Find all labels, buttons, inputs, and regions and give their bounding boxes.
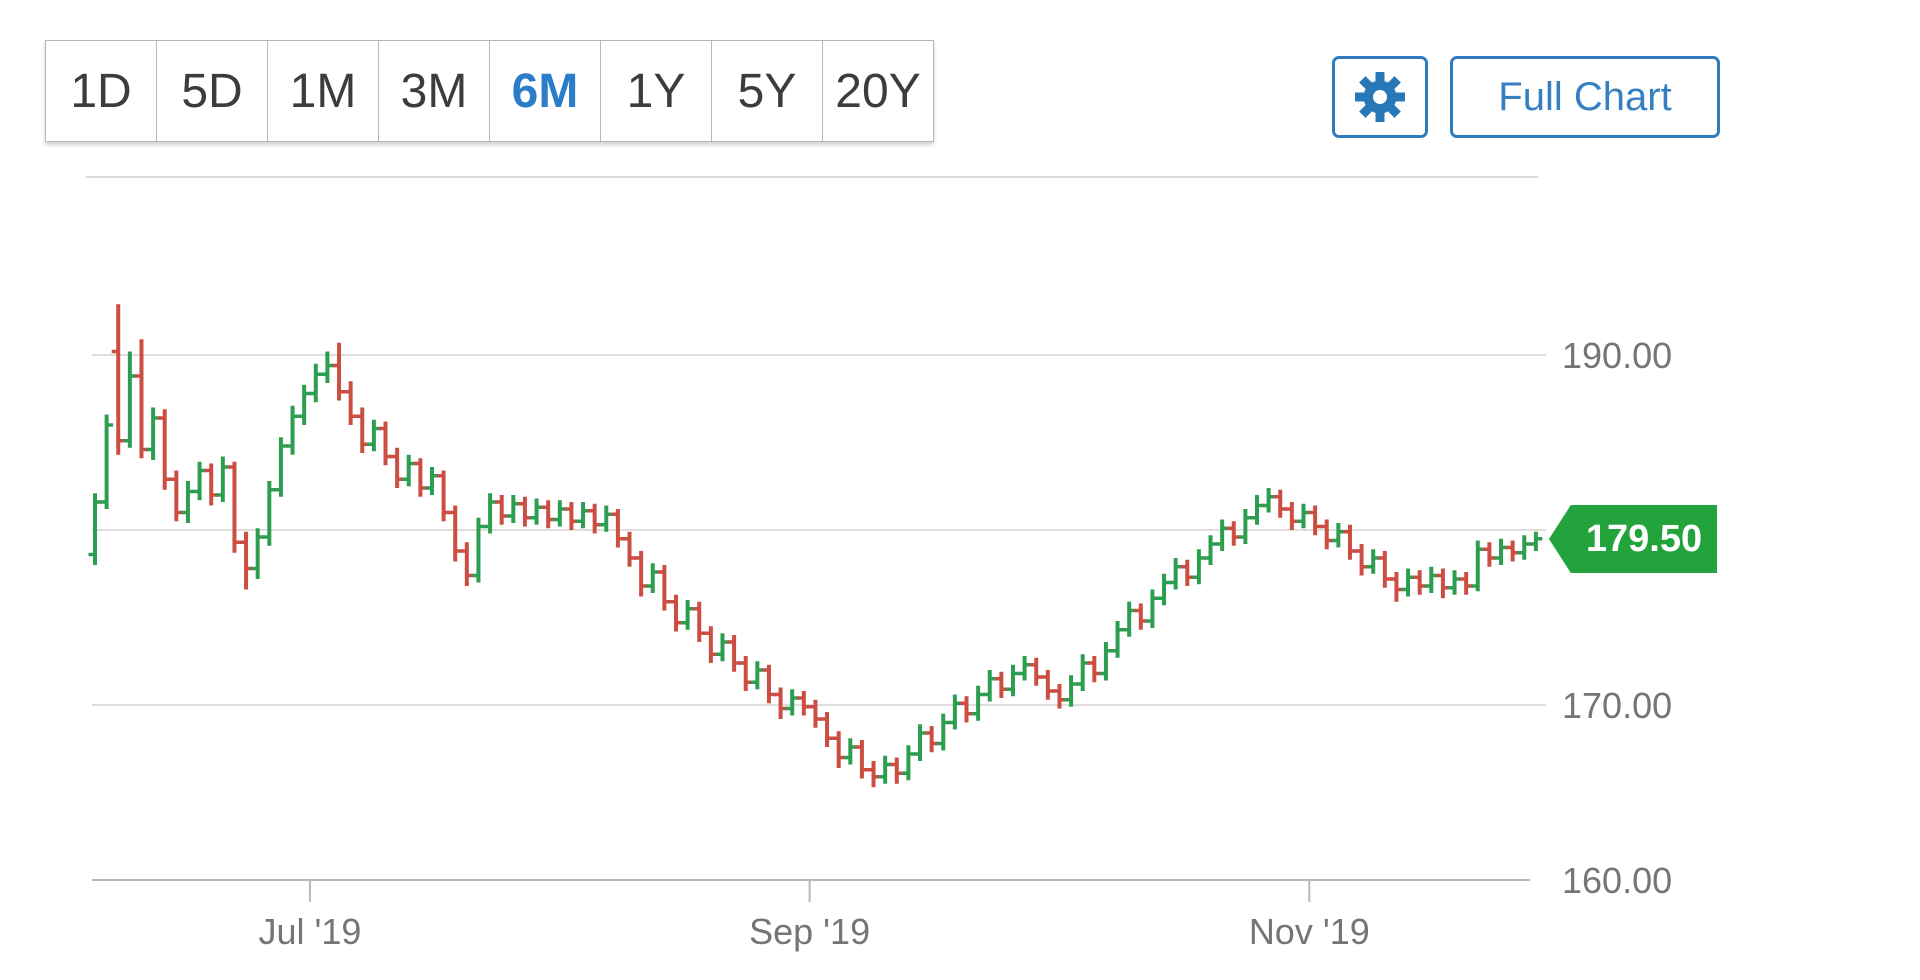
range-button-1y[interactable]: 1Y [600, 40, 712, 142]
svg-text:Jul '19: Jul '19 [259, 911, 362, 952]
svg-text:190.00: 190.00 [1562, 335, 1672, 376]
toolbar-divider [86, 176, 1538, 178]
svg-text:Nov '19: Nov '19 [1249, 911, 1370, 952]
time-range-selector: 1D 5D 1M 3M 6M 1Y 5Y 20Y [45, 40, 934, 142]
range-button-20y[interactable]: 20Y [822, 40, 934, 142]
svg-text:Sep '19: Sep '19 [749, 911, 870, 952]
range-button-6m[interactable]: 6M [489, 40, 601, 142]
svg-text:160.00: 160.00 [1562, 860, 1672, 901]
chart-settings-button[interactable] [1332, 56, 1428, 138]
range-button-1d[interactable]: 1D [45, 40, 157, 142]
full-chart-button[interactable]: Full Chart [1450, 56, 1720, 138]
gear-icon [1354, 71, 1406, 123]
last-price-badge: 179.50 [1549, 505, 1717, 573]
svg-text:170.00: 170.00 [1562, 685, 1672, 726]
range-button-3m[interactable]: 3M [378, 40, 490, 142]
range-button-1m[interactable]: 1M [267, 40, 379, 142]
